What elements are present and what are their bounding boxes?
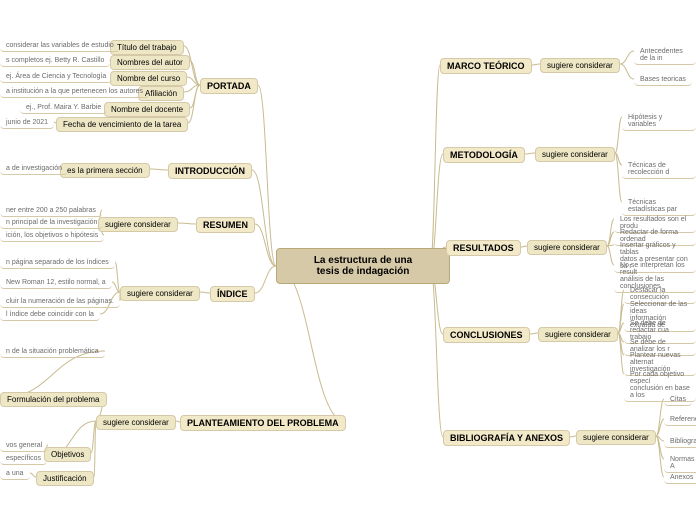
- tag-portada-4: Nombre del docente: [104, 102, 190, 117]
- leaf-indice-3: l índice debe coincidir con la: [0, 309, 100, 321]
- leaf-biblio-3: Normas A: [664, 454, 696, 473]
- sugiere-metod: sugiere considerar: [535, 147, 615, 162]
- leaf-metod-1: Técnicas de recolección d: [622, 160, 696, 179]
- leaf-biblio-2: Bibliograf: [664, 436, 696, 448]
- sugiere-result: sugiere considerar: [527, 240, 607, 255]
- leaf-resumen-0: ner entre 200 a 250 palabras: [0, 205, 102, 217]
- tag-plant-0: Formulación del problema: [0, 392, 107, 407]
- section-indice: ÍNDICE: [210, 286, 255, 302]
- sugiere-biblio: sugiere considerar: [576, 430, 656, 445]
- leaf-biblio-0: Citas: [664, 394, 692, 406]
- sugiere-resumen: sugiere considerar: [98, 217, 178, 232]
- section-portada: PORTADA: [200, 78, 258, 94]
- leaf-indice-2: cluir la numeración de las páginas.: [0, 296, 120, 308]
- leaf-intro-0: a de investigación: [0, 163, 68, 175]
- section-resumen: RESUMEN: [196, 217, 255, 233]
- section-concl: CONCLUSIONES: [443, 327, 530, 343]
- tag-portada-1: Nombres del autor: [110, 55, 190, 70]
- sugiere-plant: sugiere considerar: [96, 415, 176, 430]
- root-topic: La estructura de una tesis de indagación: [276, 248, 450, 284]
- section-intro: INTRODUCCIÓN: [168, 163, 252, 179]
- leaf-resumen-1: n principal de la investigación: [0, 217, 103, 229]
- section-metod: METODOLOGÍA: [443, 147, 525, 163]
- section-plant: PLANTEAMIENTO DEL PROBLEMA: [180, 415, 346, 431]
- leaf-portada-1: s completos ej. Betty R. Castillo: [0, 55, 110, 67]
- leaf-marco-0: Antecedentes de la in: [634, 46, 696, 65]
- leaf-plant-0: n de la situación problemática: [0, 346, 105, 358]
- leaf-plant-3: a una: [0, 468, 30, 480]
- sugiere-marco: sugiere considerar: [540, 58, 620, 73]
- leaf-plant-1: vos general: [0, 440, 48, 452]
- tag-plant-1: Objetivos: [44, 447, 91, 462]
- leaf-portada-4: ej., Prof. Maira Y. Barbie: [20, 102, 107, 114]
- sugiere-indice: sugiere considerar: [120, 286, 200, 301]
- leaf-plant-2: específicos: [0, 453, 47, 465]
- leaf-portada-0: considerar las variables de estudio: [0, 40, 120, 52]
- leaf-biblio-1: Referencia: [664, 414, 696, 426]
- section-biblio: BIBLIOGRAFÍA Y ANEXOS: [443, 430, 570, 446]
- leaf-resumen-2: ición, los objetivos o hipótesis: [0, 230, 104, 242]
- section-marco: MARCO TEÓRICO: [440, 58, 532, 74]
- section-result: RESULTADOS: [446, 240, 521, 256]
- leaf-portada-2: ej. Área de Ciencia y Tecnología: [0, 71, 112, 83]
- tag-portada-5: Fecha de vencimiento de la tarea: [56, 117, 188, 132]
- tag-portada-2: Nombre del curso: [110, 71, 187, 86]
- leaf-portada-3: a institución a la que pertenecen los au…: [0, 86, 149, 98]
- leaf-portada-5: junio de 2021: [0, 117, 54, 129]
- tag-plant-3: Justificación: [36, 471, 94, 486]
- leaf-biblio-4: Anexos: [664, 472, 696, 484]
- leaf-indice-0: n página separado de los índices: [0, 257, 115, 269]
- leaf-metod-0: Hipótesis y variables: [622, 112, 696, 131]
- leaf-indice-1: New Roman 12, estilo normal, a: [0, 277, 112, 289]
- tag-intro-0: es la primera sección: [60, 163, 150, 178]
- leaf-marco-1: Bases teoricas: [634, 74, 692, 86]
- sugiere-concl: sugiere considerar: [538, 327, 618, 342]
- tag-portada-0: Título del trabajo: [110, 40, 184, 55]
